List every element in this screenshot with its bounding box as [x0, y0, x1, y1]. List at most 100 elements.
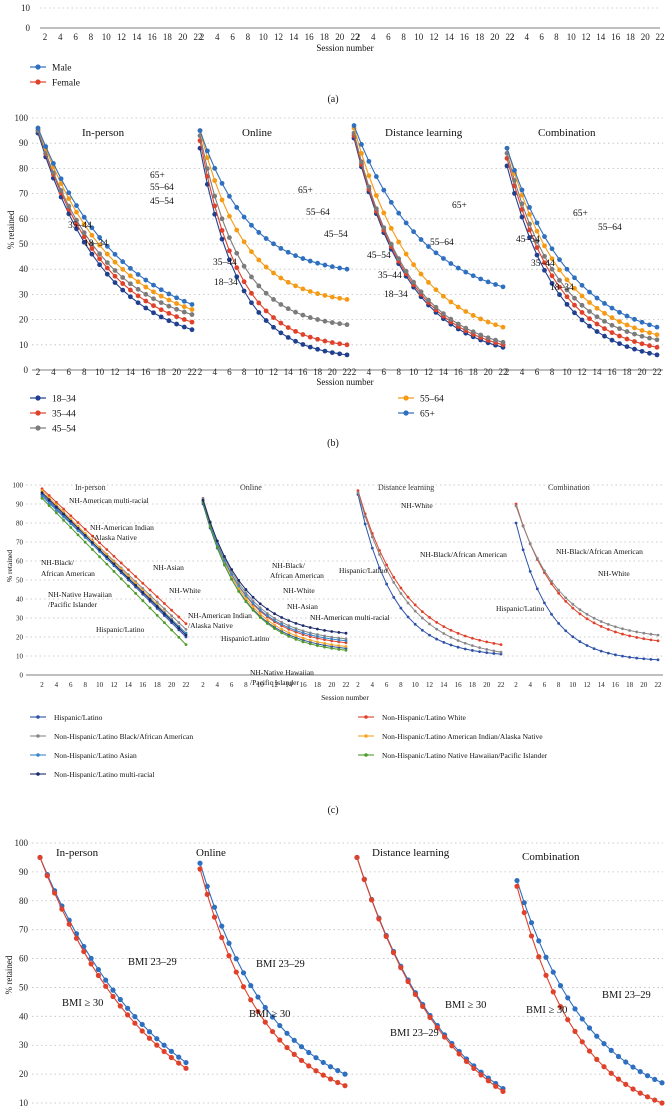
chart-c-y-tick: 30 [16, 615, 24, 623]
chart-b-point [249, 274, 254, 280]
chart-b-point [256, 283, 262, 289]
chart-c-point [463, 647, 467, 651]
chart-d-point [81, 948, 87, 955]
chart-a-x-tick: 6 [386, 32, 391, 42]
chart-b-point [602, 326, 607, 332]
chart-b-point [197, 128, 203, 134]
chart-d-panel-title: Combination [522, 851, 580, 863]
chart-b-point [74, 203, 79, 208]
chart-c-point [148, 593, 152, 597]
chart-b-annotation: 55–64 [430, 238, 454, 248]
chart-c-point [330, 630, 334, 633]
chart-b-x-tick: 2 [198, 367, 203, 377]
chart-c-x-tick: 14 [285, 681, 293, 689]
legend-swatch-marker [35, 79, 41, 85]
chart-c-x-tick: 22 [343, 681, 351, 689]
chart-c-point [330, 635, 334, 639]
chart-d-point [44, 873, 50, 879]
chart-b-point [174, 321, 180, 327]
chart-b-annotation: 55–64 [598, 223, 622, 233]
chart-b-point [594, 305, 600, 311]
chart-c-point [215, 546, 219, 549]
chart-d-point [579, 1039, 585, 1045]
chart-b-point [500, 324, 506, 330]
chart-b-point [307, 289, 313, 294]
chart-b-point [587, 300, 592, 305]
chart-d-point [117, 1003, 123, 1009]
chart-a-x-tick: 2 [200, 32, 205, 42]
chart-d-point [572, 1028, 578, 1034]
chart-d-annotation: BMI 23–29 [602, 990, 651, 1001]
chart-c-point [492, 652, 496, 655]
chart-b-point [293, 253, 298, 259]
chart-c-point [413, 609, 417, 613]
chart-b-point [617, 333, 622, 339]
chart-c-point [265, 612, 269, 615]
chart-c-point [134, 583, 138, 587]
chart-c-point [55, 500, 58, 504]
chart-d-point [59, 906, 65, 912]
chart-b-point [557, 292, 562, 298]
chart-c-point [112, 562, 116, 566]
chart-c-point [435, 620, 439, 624]
chart-b-point [344, 266, 350, 272]
chart-a-y-tick: 0 [26, 23, 31, 33]
chart-b-point [609, 337, 615, 343]
chart-d-point [306, 1063, 312, 1069]
chart-b-point [66, 196, 72, 202]
chart-b-point [337, 265, 343, 271]
chart-c-point [223, 563, 226, 567]
chart-c-x-tick: 8 [557, 681, 561, 689]
chart-c-point [251, 608, 255, 612]
chart-b-point [579, 282, 585, 288]
chart-c-x-tick: 12 [271, 681, 279, 689]
chart-c-annotation: /Pacific Islander [48, 600, 97, 609]
chart-b-point [632, 346, 637, 352]
chart-b-annotation: 45–54 [150, 197, 174, 207]
chart-b-point [441, 256, 446, 261]
chart-c-point [280, 623, 284, 626]
chart-a-x-tick: 4 [215, 32, 220, 42]
chart-c-point [273, 616, 276, 620]
chart-c-point [251, 599, 255, 603]
chart-b-point [89, 251, 95, 257]
chart-c-point [621, 654, 624, 658]
chart-c-series-line [515, 503, 659, 642]
chart-d-point [478, 1072, 484, 1078]
chart-b-point [278, 302, 284, 307]
chart-c-point [442, 632, 446, 635]
chart-c-point [163, 602, 166, 605]
chart-b-point [263, 236, 269, 241]
chart-b-point [271, 241, 276, 247]
chart-b-point [104, 260, 110, 266]
chart-b-x-tick: 8 [396, 367, 401, 377]
chart-b-point [81, 221, 87, 227]
chart-c-y-tick: 70 [16, 539, 24, 547]
chart-b-x-tick: 12 [111, 367, 120, 377]
chart-c-point [112, 570, 116, 573]
chart-c-point [456, 639, 460, 642]
chart-b-point [594, 321, 600, 327]
chart-b-point [572, 310, 577, 316]
chart-b-point [89, 225, 95, 231]
chart-d-y-tick: 70 [19, 925, 29, 935]
chart-d-point [449, 1043, 455, 1049]
chart-b-point [112, 273, 118, 279]
chart-b-point [35, 125, 41, 131]
chart-b-point [344, 322, 350, 328]
chart-b-point [639, 333, 645, 339]
chart-b-point [587, 309, 592, 314]
chart-c-point [244, 600, 248, 604]
chart-c-point [69, 514, 73, 518]
chart-b-point [534, 245, 540, 250]
chart-a-x-tick: 4 [371, 32, 376, 42]
chart-c-point [385, 568, 388, 571]
chart-b-point [609, 315, 615, 321]
chart-b-point [542, 260, 547, 266]
chart-c-point [478, 646, 481, 650]
chart-b-point [58, 176, 64, 182]
chart-d-annotation: BMI ≥ 30 [445, 1000, 486, 1011]
chart-c-point [294, 629, 298, 632]
chart-a-x-tick: 22 [351, 32, 360, 42]
chart-b-point [97, 262, 102, 268]
